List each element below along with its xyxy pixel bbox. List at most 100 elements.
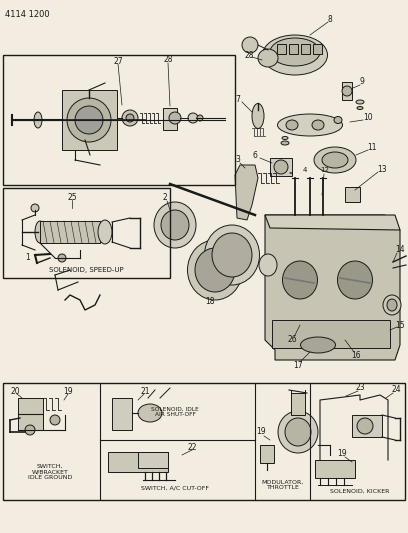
Ellipse shape (387, 299, 397, 311)
Bar (40, 221, 100, 243)
Bar (112, 398, 132, 430)
Bar (270, 158, 292, 176)
Text: 15: 15 (395, 320, 405, 329)
Circle shape (342, 86, 352, 96)
Text: 2: 2 (163, 193, 167, 203)
Text: 17: 17 (293, 360, 303, 369)
Bar (18, 398, 43, 430)
Bar (313, 44, 322, 54)
Text: 18: 18 (205, 297, 215, 306)
Text: 22: 22 (187, 442, 197, 451)
Circle shape (188, 113, 198, 123)
Ellipse shape (281, 141, 289, 145)
Ellipse shape (252, 103, 264, 128)
Text: 19: 19 (337, 448, 347, 457)
Circle shape (67, 98, 111, 142)
Bar (3, 188, 170, 278)
Ellipse shape (356, 100, 364, 104)
Text: 28: 28 (244, 51, 254, 60)
Ellipse shape (259, 254, 277, 276)
Text: SOLENOID, SPEED-UP: SOLENOID, SPEED-UP (49, 267, 123, 273)
Bar (277, 44, 286, 54)
Ellipse shape (270, 38, 320, 66)
Ellipse shape (383, 295, 401, 315)
Ellipse shape (161, 210, 189, 240)
Bar (163, 108, 177, 130)
Text: 9: 9 (359, 77, 364, 86)
Bar (3, 55, 235, 185)
Text: 4114 1200: 4114 1200 (5, 10, 50, 19)
Bar (301, 44, 310, 54)
Ellipse shape (188, 240, 242, 300)
Circle shape (75, 106, 103, 134)
Bar (138, 452, 168, 468)
Polygon shape (265, 215, 400, 230)
Bar (260, 445, 274, 463)
Polygon shape (265, 215, 400, 360)
Ellipse shape (314, 147, 356, 173)
Bar (315, 460, 355, 478)
Ellipse shape (285, 418, 311, 446)
Ellipse shape (98, 220, 112, 244)
Ellipse shape (195, 248, 235, 292)
Ellipse shape (322, 152, 348, 168)
Text: SWITCH,
W/BRACKET
IDLE GROUND: SWITCH, W/BRACKET IDLE GROUND (28, 464, 72, 480)
Ellipse shape (258, 49, 278, 67)
Circle shape (31, 204, 39, 212)
Circle shape (126, 114, 134, 122)
Ellipse shape (312, 120, 324, 130)
Text: 21: 21 (140, 386, 150, 395)
Bar (291, 393, 305, 415)
Text: 4: 4 (303, 167, 307, 173)
Bar (108, 452, 168, 472)
Bar (289, 44, 298, 54)
Circle shape (25, 425, 35, 435)
Text: SOLENOID, IDLE
AIR SHUT-OFF: SOLENOID, IDLE AIR SHUT-OFF (151, 407, 199, 417)
Text: 6: 6 (253, 150, 257, 159)
Text: 20: 20 (10, 386, 20, 395)
Text: SOLENOID, KICKER: SOLENOID, KICKER (330, 489, 390, 494)
Text: 19: 19 (63, 386, 73, 395)
Circle shape (197, 115, 203, 121)
Circle shape (58, 254, 66, 262)
Text: 27: 27 (113, 56, 123, 66)
Text: MODULATOR,
THROTTLE: MODULATOR, THROTTLE (262, 480, 304, 490)
Bar (342, 82, 352, 100)
Ellipse shape (282, 261, 317, 299)
Text: 7: 7 (235, 95, 240, 104)
Circle shape (169, 112, 181, 124)
Text: 25: 25 (67, 192, 77, 201)
Text: 11: 11 (367, 143, 377, 152)
Bar (272, 320, 390, 348)
Text: 24: 24 (391, 385, 401, 394)
Text: 3: 3 (235, 156, 240, 165)
Text: 23: 23 (355, 383, 365, 392)
Text: 5: 5 (289, 172, 293, 178)
Circle shape (242, 37, 258, 53)
Ellipse shape (262, 35, 328, 75)
Text: SWITCH, A/C CUT-OFF: SWITCH, A/C CUT-OFF (141, 486, 209, 490)
Ellipse shape (301, 337, 335, 353)
Ellipse shape (138, 404, 162, 422)
Ellipse shape (212, 233, 252, 277)
Bar (62, 90, 117, 150)
Ellipse shape (35, 221, 45, 243)
Ellipse shape (278, 411, 318, 453)
Text: 13: 13 (377, 166, 387, 174)
Polygon shape (235, 165, 258, 220)
Text: 19: 19 (256, 427, 266, 437)
Ellipse shape (154, 202, 196, 248)
Ellipse shape (204, 225, 259, 285)
Bar (352, 415, 382, 437)
Circle shape (50, 415, 60, 425)
Ellipse shape (286, 120, 298, 130)
Ellipse shape (282, 136, 288, 140)
Text: 10: 10 (363, 114, 373, 123)
Text: 12: 12 (321, 167, 329, 173)
Text: 28: 28 (163, 55, 173, 64)
Circle shape (274, 160, 288, 174)
Ellipse shape (357, 107, 363, 109)
Text: 14: 14 (395, 246, 405, 254)
Text: 26: 26 (287, 335, 297, 344)
Ellipse shape (34, 112, 42, 128)
